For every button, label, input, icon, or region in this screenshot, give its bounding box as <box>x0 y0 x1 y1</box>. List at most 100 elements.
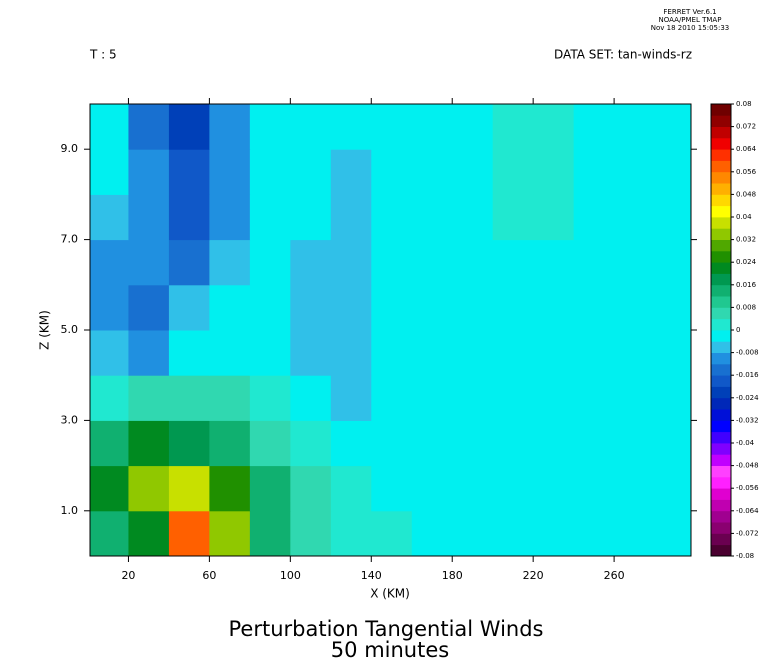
colorbar-swatch <box>711 137 731 150</box>
cell <box>411 375 453 421</box>
colorbar-swatch <box>711 318 731 331</box>
colorbar-label: -0.072 <box>736 529 759 537</box>
colorbar-swatch <box>711 115 731 127</box>
cell <box>90 104 129 150</box>
cell <box>533 375 575 421</box>
y-tick-label: 9.0 <box>61 142 79 155</box>
cell <box>573 194 615 241</box>
colorbar-label: 0.024 <box>736 258 757 266</box>
colorbar-label: 0.04 <box>736 213 752 221</box>
colorbar-swatch <box>711 330 731 342</box>
cell <box>371 194 413 241</box>
cell <box>411 239 453 286</box>
cell <box>209 510 251 557</box>
colorbar-swatch <box>711 149 731 161</box>
cell <box>371 465 413 512</box>
cell <box>290 330 332 376</box>
colorbar-label: -0.032 <box>736 416 759 424</box>
cell <box>249 330 291 376</box>
cell <box>654 239 692 286</box>
cell <box>209 375 251 421</box>
colorbar-label: 0.032 <box>736 236 756 244</box>
cell <box>330 284 372 331</box>
chart-title: Perturbation Tangential Winds <box>229 617 544 641</box>
cell <box>90 194 129 241</box>
cell <box>452 194 494 241</box>
cell <box>452 149 494 195</box>
cell <box>492 239 534 286</box>
cell <box>128 510 170 557</box>
cell <box>290 194 332 241</box>
cell <box>614 375 656 421</box>
y-tick-label: 5.0 <box>61 323 79 336</box>
cell <box>90 330 129 376</box>
cell <box>573 104 615 150</box>
x-tick-label: 180 <box>442 569 463 582</box>
cell <box>290 510 332 557</box>
cell <box>371 239 413 286</box>
cell <box>614 149 656 195</box>
cell <box>209 194 251 241</box>
cell <box>614 284 656 331</box>
cell <box>371 149 413 195</box>
cell <box>290 420 332 467</box>
colorbar-swatch <box>711 510 731 523</box>
cell <box>168 239 210 286</box>
cell <box>249 284 291 331</box>
colorbar-swatch <box>711 183 731 195</box>
cell <box>330 149 372 195</box>
cell <box>90 375 129 421</box>
cell <box>128 194 170 241</box>
cell <box>573 420 615 467</box>
colorbar-swatch <box>711 363 731 376</box>
cell <box>290 149 332 195</box>
colorbar-label: -0.024 <box>736 394 759 402</box>
colorbar-swatch <box>711 171 731 184</box>
cell <box>90 284 129 331</box>
dataset: DATA SET: tan-winds-rz <box>554 48 692 62</box>
colorbar-swatch <box>711 522 731 534</box>
cell <box>573 375 615 421</box>
colorbar-swatch <box>711 307 731 320</box>
cell <box>452 465 494 512</box>
cell <box>573 284 615 331</box>
cell <box>128 420 170 467</box>
cell <box>290 239 332 286</box>
cell <box>290 104 332 150</box>
cell <box>614 239 656 286</box>
cell <box>492 330 534 376</box>
colorbar-swatch <box>711 431 731 444</box>
colorbar-swatch <box>711 217 731 229</box>
y-tick-label: 3.0 <box>61 413 79 426</box>
colorbar-swatch <box>711 284 731 297</box>
cell <box>371 375 413 421</box>
cell <box>249 465 291 512</box>
cell <box>614 465 656 512</box>
y-axis-label: Z (KM) <box>38 310 52 350</box>
cell <box>411 330 453 376</box>
colorbar-label: -0.056 <box>736 484 759 492</box>
colorbar-swatch <box>711 397 731 410</box>
cell <box>168 104 210 150</box>
program: FERRET Ver.6.1 <box>663 8 716 16</box>
cell <box>330 239 372 286</box>
cell <box>128 284 170 331</box>
cell <box>411 284 453 331</box>
colorbar-swatch <box>711 476 731 489</box>
cell <box>168 465 210 512</box>
cell <box>614 510 656 557</box>
cell <box>90 149 129 195</box>
colorbar-swatch <box>711 386 731 399</box>
colorbar-swatch <box>711 250 731 263</box>
colorbar-swatch <box>711 465 731 478</box>
cell <box>209 330 251 376</box>
cell <box>290 284 332 331</box>
colorbar-swatch <box>711 228 731 240</box>
colorbar-swatch <box>711 499 731 512</box>
colorbar-swatch <box>711 420 731 433</box>
cell <box>249 420 291 467</box>
cell <box>371 284 413 331</box>
colorbar-label: -0.08 <box>736 552 754 560</box>
cell <box>128 104 170 150</box>
